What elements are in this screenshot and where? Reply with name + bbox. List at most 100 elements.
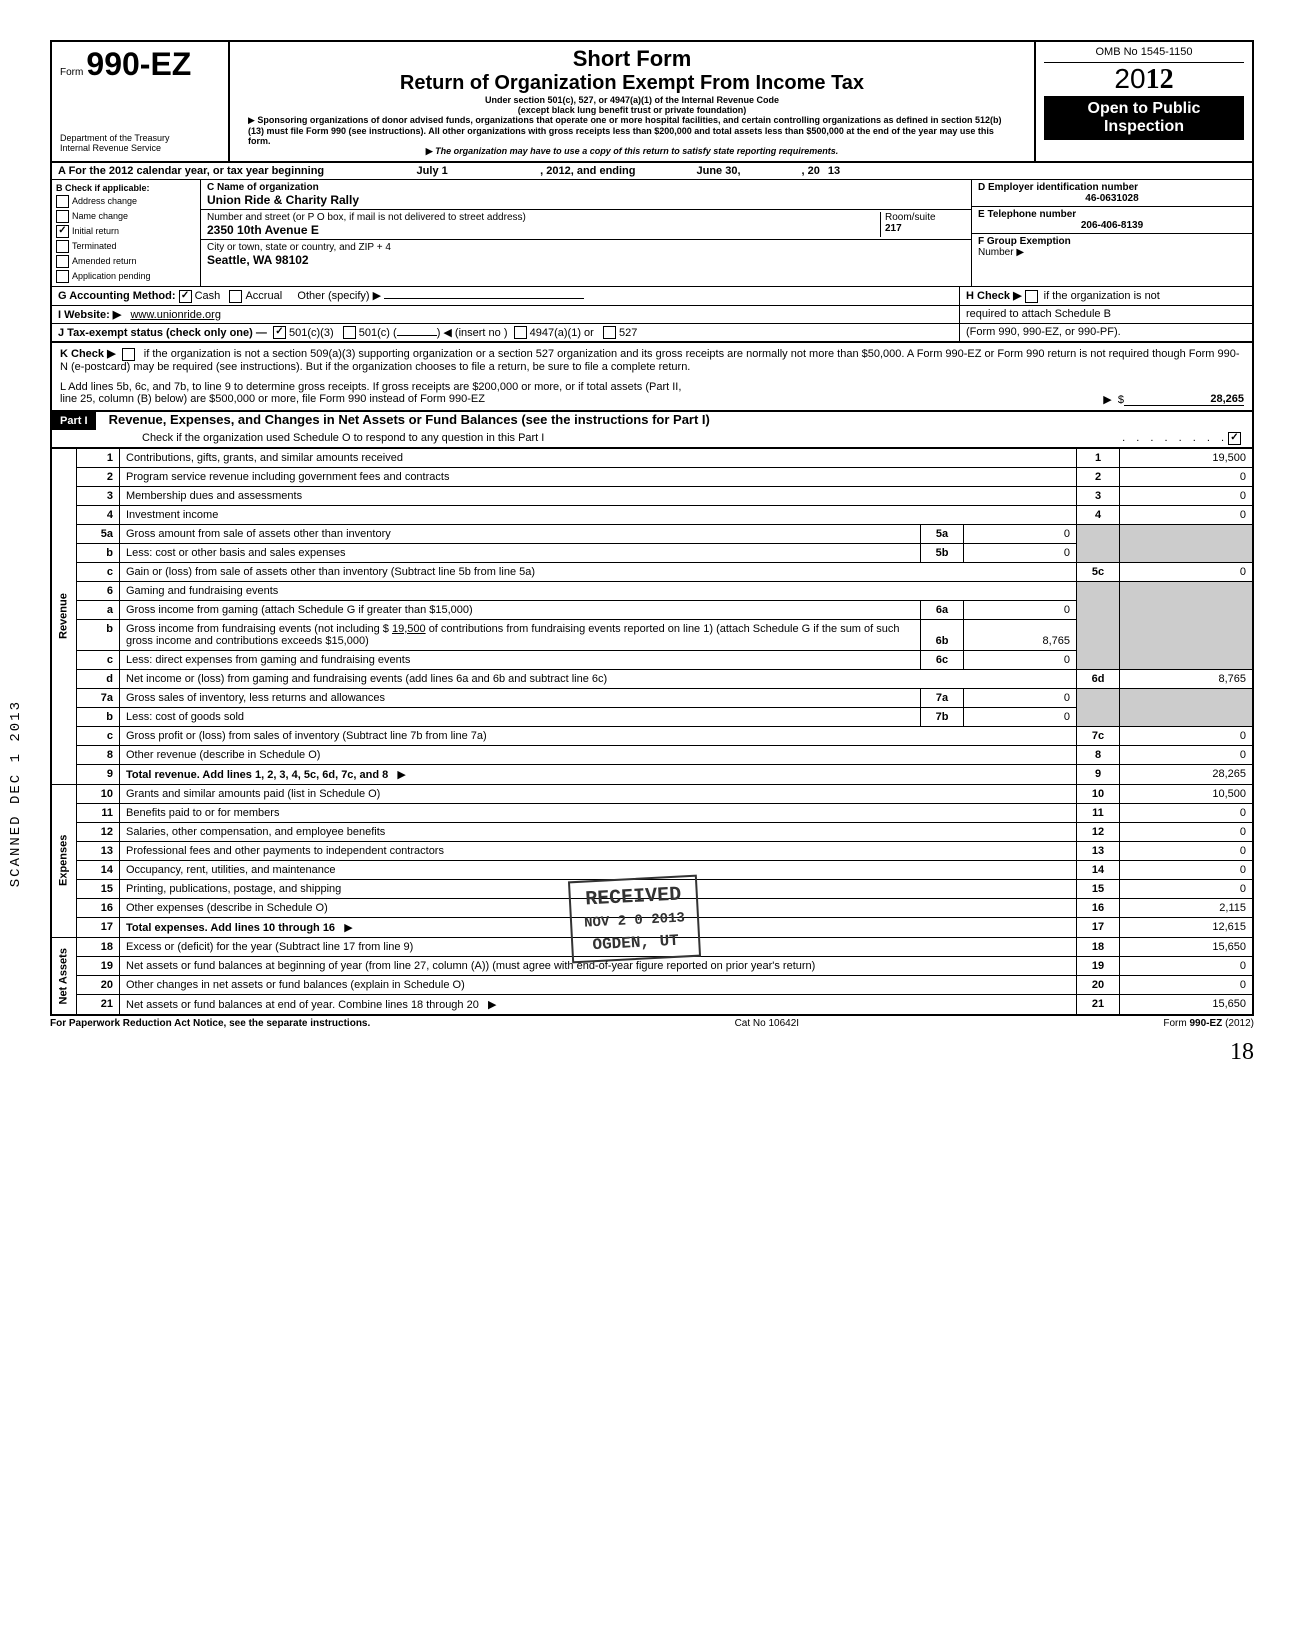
cb-init[interactable]	[56, 225, 69, 238]
cb-527[interactable]	[603, 326, 616, 339]
j-insert[interactable]	[397, 335, 437, 336]
line-g-h: G Accounting Method: Cash Accrual Other …	[50, 287, 1254, 306]
cb-addr-label: Address change	[72, 196, 137, 206]
r7b-sa: 0	[964, 707, 1077, 726]
dept-irs: Internal Revenue Service	[60, 143, 220, 153]
h-text4: (Form 990, 990-EZ, or 990-PF).	[966, 326, 1121, 338]
r2-n: 2	[77, 467, 120, 486]
r2-t: Program service revenue including govern…	[120, 467, 1077, 486]
cb-sched-o[interactable]	[1228, 432, 1241, 445]
part1-header: Part I Revenue, Expenses, and Changes in…	[50, 412, 1254, 448]
check-b-label: B Check if applicable:	[56, 182, 196, 194]
r13-n: 13	[77, 841, 120, 860]
cb-cash[interactable]	[179, 290, 192, 303]
k-label: K Check ▶	[60, 348, 116, 360]
r15-a: 0	[1120, 879, 1254, 898]
cb-4947[interactable]	[514, 326, 527, 339]
r19-a: 0	[1120, 956, 1254, 975]
r6a-sa: 0	[964, 600, 1077, 619]
cb-h[interactable]	[1025, 290, 1038, 303]
r3-t: Membership dues and assessments	[120, 486, 1077, 505]
r7c-n: c	[77, 726, 120, 745]
r17-t: Total expenses. Add lines 10 through 16	[126, 922, 335, 934]
r6a-t: Gross income from gaming (attach Schedul…	[120, 600, 921, 619]
part1-title: Revenue, Expenses, and Changes in Net As…	[109, 412, 710, 427]
title-sub3: Sponsoring organizations of donor advise…	[248, 115, 1002, 146]
r9-t: Total revenue. Add lines 1, 2, 3, 4, 5c,…	[126, 769, 388, 781]
h-text1: H Check ▶	[966, 290, 1022, 302]
r21-t: Net assets or fund balances at end of ye…	[126, 999, 479, 1011]
other-field[interactable]	[384, 298, 584, 299]
cb-term[interactable]	[56, 240, 69, 253]
r8-a: 0	[1120, 745, 1254, 764]
room-label: Room/suite	[885, 212, 936, 223]
r8-t: Other revenue (describe in Schedule O)	[120, 745, 1077, 764]
r6c-sa: 0	[964, 650, 1077, 669]
cb-amend[interactable]	[56, 255, 69, 268]
r21-a: 15,650	[1120, 994, 1254, 1015]
r6-n: 6	[77, 581, 120, 600]
r1-n: 1	[77, 448, 120, 467]
org-name: Union Ride & Charity Rally	[207, 193, 359, 207]
line-a-text1: A For the 2012 calendar year, or tax yea…	[58, 165, 324, 177]
r16-n: 16	[77, 898, 120, 917]
r2-a: 0	[1120, 467, 1254, 486]
l-text2: line 25, column (B) below) are $500,000 …	[60, 393, 1103, 406]
r4-n: 4	[77, 505, 120, 524]
other-label: Other (specify) ▶	[297, 290, 381, 302]
footer: For Paperwork Reduction Act Notice, see …	[50, 1018, 1254, 1029]
j-b: 501(c) (	[359, 327, 397, 339]
line-k: K Check ▶ if the organization is not a s…	[50, 343, 1254, 377]
ein: 46-0631028	[978, 193, 1246, 204]
open-public-1: Open to Public	[1088, 100, 1201, 117]
line-a-yr: 13	[828, 165, 840, 177]
r4-a: 0	[1120, 505, 1254, 524]
cb-k[interactable]	[122, 348, 135, 361]
r8-n: 8	[77, 745, 120, 764]
r20-t: Other changes in net assets or fund bala…	[120, 975, 1077, 994]
r6b-n: b	[77, 619, 120, 650]
title-short: Short Form	[238, 46, 1026, 72]
j-e: 527	[619, 327, 637, 339]
r5c-a: 0	[1120, 562, 1254, 581]
line-a-text2: , 2012, and ending	[540, 165, 635, 177]
r5a-sa: 0	[964, 524, 1077, 543]
r17-n: 17	[77, 917, 120, 937]
cb-accr[interactable]	[229, 290, 242, 303]
side-revenue: Revenue	[51, 448, 77, 784]
cb-app[interactable]	[56, 270, 69, 283]
r19-n: 19	[77, 956, 120, 975]
l-text1: L Add lines 5b, 6c, and 7b, to line 9 to…	[60, 381, 1244, 393]
line-i: I Website: ▶ www.unionride.org required …	[50, 306, 1254, 324]
r6b-t: Gross income from fundraising events (no…	[120, 619, 921, 650]
cb-501c[interactable]	[343, 326, 356, 339]
r9-a: 28,265	[1120, 764, 1254, 784]
phone: 206-406-8139	[978, 220, 1246, 231]
r6b-sa: 8,765	[964, 619, 1077, 650]
r6d-n: d	[77, 669, 120, 688]
r5a-n: 5a	[77, 524, 120, 543]
j-label: J Tax-exempt status (check only one) —	[58, 327, 267, 339]
r14-a: 0	[1120, 860, 1254, 879]
r21-n: 21	[77, 994, 120, 1015]
r7b-n: b	[77, 707, 120, 726]
r5c-n: c	[77, 562, 120, 581]
open-public-2: Inspection	[1104, 118, 1184, 135]
footer-left: For Paperwork Reduction Act Notice, see …	[50, 1018, 370, 1029]
form-prefix: Form	[60, 67, 83, 78]
part1-label: Part I	[52, 412, 96, 430]
cb-addr[interactable]	[56, 195, 69, 208]
r7b-t: Less: cost of goods sold	[120, 707, 921, 726]
form-number: 990-EZ	[86, 46, 191, 82]
cb-name[interactable]	[56, 210, 69, 223]
cb-501c3[interactable]	[273, 326, 286, 339]
title-main: Return of Organization Exempt From Incom…	[238, 72, 1026, 95]
cb-app-label: Application pending	[72, 271, 151, 281]
r7c-t: Gross profit or (loss) from sales of inv…	[120, 726, 1077, 745]
r17-a: 12,615	[1120, 917, 1254, 937]
e-label: E Telephone number	[978, 209, 1076, 220]
r6c-n: c	[77, 650, 120, 669]
r7a-sa: 0	[964, 688, 1077, 707]
h-text3: required to attach Schedule B	[966, 308, 1111, 320]
city-label: City or town, state or country, and ZIP …	[207, 242, 391, 253]
